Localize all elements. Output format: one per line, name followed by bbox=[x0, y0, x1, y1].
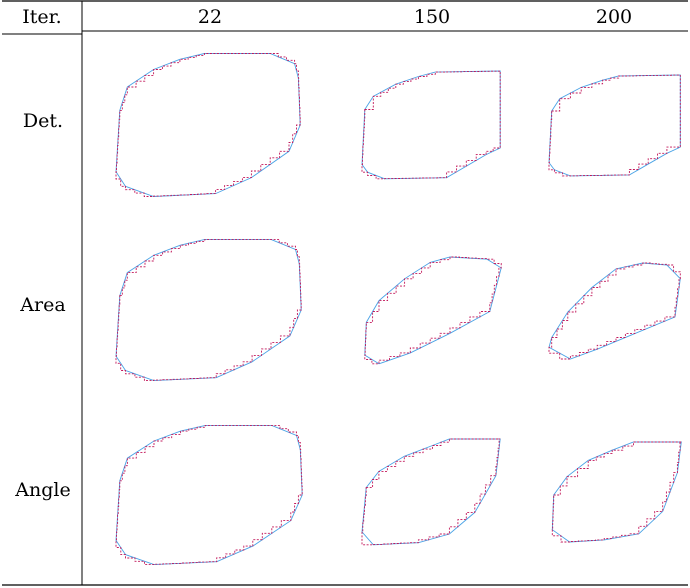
digital-contour bbox=[361, 70, 501, 180]
polygon-curve bbox=[115, 424, 303, 566]
digital-contour bbox=[364, 256, 502, 365]
digital-contour bbox=[548, 262, 681, 360]
digital-contour bbox=[551, 441, 682, 543]
shape-det-22 bbox=[115, 53, 301, 197]
polygon-curve bbox=[551, 441, 682, 543]
row-label-area: Area bbox=[19, 294, 65, 316]
column-header-150: 150 bbox=[414, 6, 450, 28]
row-label-det: Det. bbox=[23, 110, 63, 132]
column-header-22: 22 bbox=[198, 6, 222, 28]
shape-det-200 bbox=[548, 74, 681, 177]
shape-area-200 bbox=[548, 262, 681, 360]
polygon-curve bbox=[361, 438, 501, 546]
shape-angle-22 bbox=[115, 424, 303, 566]
digital-contour bbox=[115, 53, 301, 197]
digital-contour bbox=[115, 424, 303, 566]
column-header-200: 200 bbox=[596, 6, 632, 28]
digital-contour bbox=[115, 238, 302, 382]
row-label-angle: Angle bbox=[14, 479, 70, 501]
polygon-curve bbox=[115, 238, 302, 382]
shape-angle-150 bbox=[361, 438, 501, 546]
shape-angle-200 bbox=[551, 441, 682, 543]
shape-det-150 bbox=[361, 70, 501, 180]
shape-grid bbox=[115, 53, 682, 566]
digital-contour bbox=[548, 74, 681, 177]
polygon-curve bbox=[548, 74, 681, 177]
shape-area-150 bbox=[364, 256, 502, 365]
digital-contour bbox=[361, 438, 501, 546]
polygon-curve bbox=[364, 256, 502, 365]
polygon-curve bbox=[115, 53, 301, 197]
shape-area-22 bbox=[115, 238, 302, 382]
polygon-curve bbox=[548, 262, 681, 360]
corner-label: Iter. bbox=[22, 6, 61, 28]
polygon-curve bbox=[361, 70, 501, 180]
